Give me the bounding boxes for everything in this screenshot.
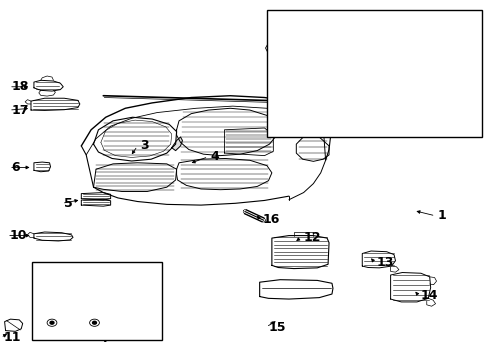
Circle shape	[314, 123, 318, 127]
Text: 17: 17	[11, 104, 29, 117]
Circle shape	[50, 321, 54, 324]
Bar	[267, 10, 482, 137]
Text: 6: 6	[11, 161, 20, 174]
Text: 7: 7	[101, 332, 110, 345]
Text: 8: 8	[128, 308, 136, 321]
Polygon shape	[172, 137, 182, 150]
Text: 10: 10	[9, 229, 27, 242]
Text: 2: 2	[301, 75, 310, 88]
Text: 14: 14	[421, 289, 439, 302]
Text: 18: 18	[11, 80, 29, 93]
Text: 3: 3	[140, 139, 148, 152]
Text: 15: 15	[269, 320, 286, 333]
Text: 9: 9	[128, 290, 136, 303]
Text: 4: 4	[211, 150, 220, 163]
Bar	[32, 262, 162, 339]
Text: 11: 11	[3, 331, 21, 344]
Text: 1: 1	[438, 210, 447, 222]
Text: 16: 16	[262, 213, 279, 226]
Circle shape	[93, 321, 97, 324]
Text: 5: 5	[64, 197, 73, 210]
Text: 12: 12	[304, 231, 321, 244]
Text: 13: 13	[377, 256, 394, 269]
